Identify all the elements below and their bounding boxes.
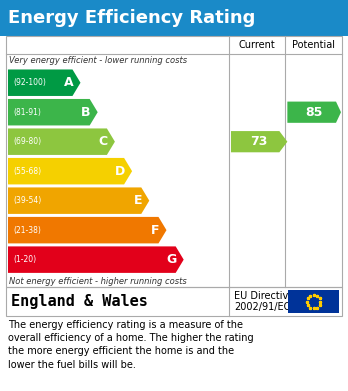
Polygon shape <box>8 246 184 273</box>
Text: C: C <box>99 135 108 148</box>
Text: Not energy efficient - higher running costs: Not energy efficient - higher running co… <box>9 277 187 286</box>
Text: England & Wales: England & Wales <box>11 294 148 309</box>
Text: 85: 85 <box>305 106 322 119</box>
Text: Current: Current <box>239 40 276 50</box>
Text: EU Directive
2002/91/EC: EU Directive 2002/91/EC <box>234 291 294 312</box>
Text: (55-68): (55-68) <box>13 167 41 176</box>
Polygon shape <box>8 99 98 126</box>
Text: (1-20): (1-20) <box>13 255 36 264</box>
Polygon shape <box>8 70 80 96</box>
Polygon shape <box>8 187 149 214</box>
Text: Energy Efficiency Rating: Energy Efficiency Rating <box>8 9 255 27</box>
Text: G: G <box>166 253 177 266</box>
Text: (69-80): (69-80) <box>13 137 41 146</box>
Text: (21-38): (21-38) <box>13 226 41 235</box>
Text: (92-100): (92-100) <box>13 78 46 87</box>
Text: F: F <box>151 224 159 237</box>
Polygon shape <box>287 102 341 123</box>
Polygon shape <box>8 217 166 243</box>
Text: D: D <box>115 165 125 178</box>
Text: Very energy efficient - lower running costs: Very energy efficient - lower running co… <box>9 56 187 65</box>
Text: 73: 73 <box>251 135 268 148</box>
Bar <box>6 36 342 287</box>
Text: (81-91): (81-91) <box>13 108 41 117</box>
Polygon shape <box>231 131 287 152</box>
Text: Potential: Potential <box>292 40 335 50</box>
Polygon shape <box>8 158 132 185</box>
Bar <box>0 0 348 36</box>
Text: E: E <box>134 194 142 207</box>
Bar <box>288 291 339 313</box>
Bar <box>6 287 342 316</box>
Text: B: B <box>81 106 91 119</box>
Text: A: A <box>64 76 73 89</box>
Text: The energy efficiency rating is a measure of the
overall efficiency of a home. T: The energy efficiency rating is a measur… <box>8 320 254 369</box>
Text: (39-54): (39-54) <box>13 196 41 205</box>
Polygon shape <box>8 129 115 155</box>
